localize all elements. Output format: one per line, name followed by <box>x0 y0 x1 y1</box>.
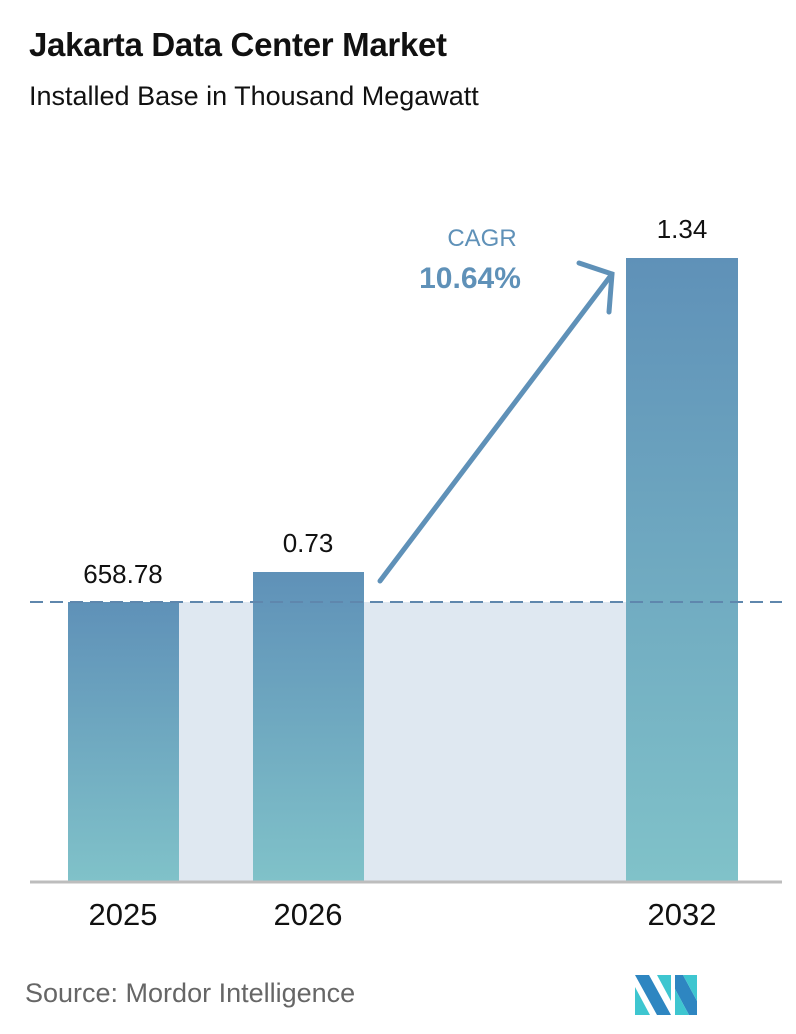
baseline-shade <box>179 602 626 882</box>
x-tick-2025: 2025 <box>89 897 158 932</box>
x-tick-2032: 2032 <box>648 897 717 932</box>
source-text: Source: Mordor Intelligence <box>25 978 356 1008</box>
chart-subtitle: Installed Base in Thousand Megawatt <box>29 81 479 111</box>
value-label-2032: 1.34 <box>657 214 708 244</box>
value-label-2026: 0.73 <box>283 528 334 558</box>
x-tick-2026: 2026 <box>274 897 343 932</box>
cagr-arrow-icon <box>377 260 615 584</box>
cagr-label: CAGR <box>447 225 516 252</box>
bar-2026 <box>253 572 364 882</box>
value-label-2025: 658.78 <box>83 559 163 589</box>
bar-2032 <box>626 258 738 882</box>
chart-title: Jakarta Data Center Market <box>29 26 447 63</box>
bar-2025 <box>68 602 179 882</box>
cagr-value: 10.64% <box>419 262 521 295</box>
mordor-intelligence-logo-icon <box>635 975 697 1015</box>
